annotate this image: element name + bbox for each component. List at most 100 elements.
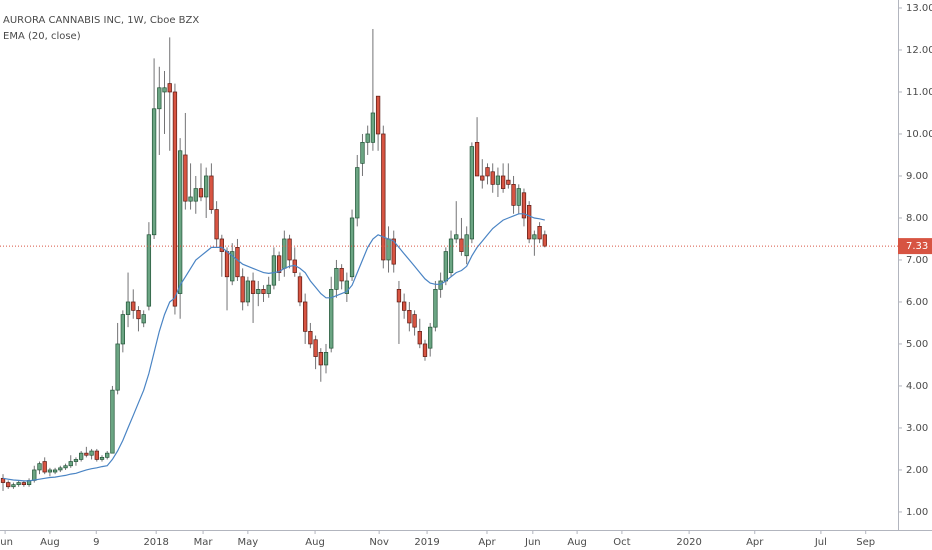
y-tick-label: 2.00 [906, 465, 928, 476]
candle-body [177, 150, 183, 294]
candle-body [131, 301, 136, 311]
candle-body [521, 192, 527, 219]
candle-body [250, 280, 256, 294]
y-tick-label: 4.00 [906, 381, 928, 392]
y-tick-label: 10.00 [906, 129, 932, 140]
candle-body [230, 251, 235, 282]
candle-body [240, 276, 245, 303]
candle-body [537, 226, 542, 240]
y-tick-label: 5.00 [906, 339, 928, 350]
candle-body [162, 87, 167, 93]
candle-body [516, 188, 521, 206]
candle-body [6, 482, 11, 488]
last-price-box [898, 238, 932, 255]
candle-body [401, 301, 407, 311]
candle-body [360, 142, 365, 164]
y-tick-label: 12.00 [906, 45, 932, 56]
x-tick-label: 2020 [676, 537, 701, 548]
candle-body [63, 465, 68, 469]
candle-body [370, 112, 376, 143]
candle-body [480, 175, 485, 181]
y-tick-label: 7.00 [906, 255, 928, 266]
candle-body [485, 167, 490, 177]
candle-body [490, 171, 495, 185]
candle-body [99, 456, 105, 460]
candle-body [172, 91, 178, 307]
candle-body [318, 352, 323, 366]
candle-body [334, 268, 339, 290]
candle-body [146, 234, 152, 307]
y-tick-label: 6.00 [906, 297, 928, 308]
x-tick-label: Apr [478, 537, 496, 548]
candle-body [495, 175, 501, 185]
candle-body [282, 238, 287, 269]
candle-body [365, 133, 370, 143]
indicator-label: EMA (20, close) [3, 31, 81, 42]
x-tick-label: Jun [524, 537, 541, 548]
candle-body [344, 280, 349, 294]
y-tick-label: 11.00 [906, 87, 932, 98]
candle-body [448, 238, 454, 273]
candle-body [474, 142, 480, 177]
candle-body [68, 461, 73, 467]
candle-body [89, 450, 94, 456]
candle-body [261, 289, 266, 294]
candle-body [386, 238, 391, 261]
candle-body [443, 251, 448, 282]
candle-body [188, 196, 193, 202]
candle-body [209, 175, 214, 210]
candle-body [105, 452, 110, 458]
x-tick-label: Apr [746, 537, 764, 548]
candle-body [245, 280, 251, 303]
candle-body [396, 289, 402, 303]
candle-body [157, 87, 162, 110]
candle-body [42, 461, 47, 473]
y-tick-label: 1.00 [906, 507, 928, 518]
candle-body [276, 255, 282, 273]
candle-body [58, 467, 63, 471]
candle-body [204, 175, 209, 198]
x-tick-label: 2018 [143, 537, 168, 548]
candle-body [287, 238, 292, 261]
x-tick-label: Aug [305, 537, 325, 548]
candle-body [214, 209, 219, 240]
x-tick-label: 2019 [414, 537, 439, 548]
candle-body [381, 133, 386, 261]
candle-body [422, 343, 428, 357]
candle-body [428, 326, 433, 349]
candle-body [151, 108, 157, 236]
candle-body [271, 255, 277, 286]
candle-body [532, 234, 537, 240]
candle-body [94, 450, 99, 460]
x-tick-label: Mar [194, 537, 214, 548]
x-tick-label: Jul [814, 537, 827, 548]
candle-body [136, 310, 141, 320]
candle-body [375, 95, 381, 135]
candle-body [110, 389, 115, 454]
chart-title: AURORA CANNABIS INC, 1W, Cboe BZX [3, 15, 199, 26]
candle-body [407, 310, 412, 324]
x-tick-label: Sep [856, 537, 875, 548]
candle-body [125, 301, 131, 315]
candle-body [183, 154, 188, 202]
candle-body [297, 276, 303, 303]
candle-body [47, 469, 53, 473]
candle-body [303, 301, 308, 332]
candle-body [454, 234, 459, 240]
candle-body [193, 188, 198, 202]
candle-body [417, 331, 422, 345]
candle-body [527, 205, 532, 240]
x-tick-label: Jun [0, 537, 13, 548]
candle-body [511, 184, 516, 206]
ema-line [2, 213, 545, 482]
candle-body [52, 469, 58, 473]
x-tick-label: Aug [40, 537, 60, 548]
candle-body [355, 167, 360, 219]
candle-body [542, 234, 547, 247]
candle-body [391, 238, 396, 265]
candle-body [433, 289, 438, 328]
candle-body [235, 247, 240, 278]
candle-body [464, 234, 469, 257]
candle-body [329, 289, 334, 349]
